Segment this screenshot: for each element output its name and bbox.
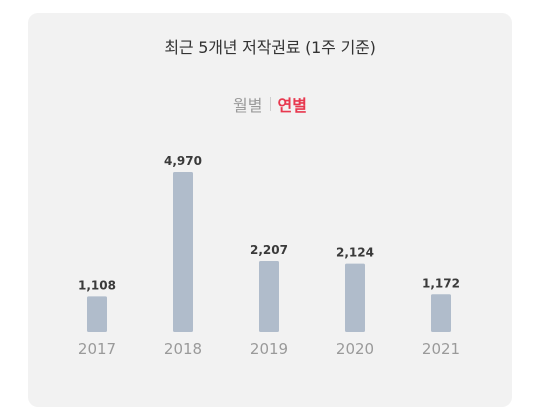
value-labels-group: 1,108 4,970 2,207 2,124 1,172 [78,154,460,292]
toggle-monthly[interactable]: 월별 [233,96,263,115]
toggle-yearly[interactable]: 연별 [277,96,307,115]
value-label-2020: 2,124 [336,246,374,260]
value-label-2018: 4,970 [164,154,202,168]
bar-2019 [259,260,279,332]
value-label-2017: 1,108 [78,278,116,292]
royalty-chart-card [28,13,512,407]
bars-group [87,172,451,332]
value-label-2019: 2,207 [250,243,288,257]
value-label-2021: 1,172 [422,276,460,290]
category-labels-group: 2017 2018 2019 2020 2021 [78,340,460,358]
category-label-2021: 2021 [422,340,460,358]
bar-2020 [345,263,365,332]
category-label-2020: 2020 [336,340,374,358]
bar-2018 [173,172,193,332]
bar-2017 [87,296,107,332]
category-label-2018: 2018 [164,340,202,358]
bar-2021 [431,294,451,332]
chart-title: 최근 5개년 저작권료 (1주 기준) [164,38,376,57]
period-toggle: 월별 연별 [0,92,540,116]
category-label-2019: 2019 [250,340,288,358]
category-label-2017: 2017 [78,340,116,358]
toggle-divider [269,97,271,111]
